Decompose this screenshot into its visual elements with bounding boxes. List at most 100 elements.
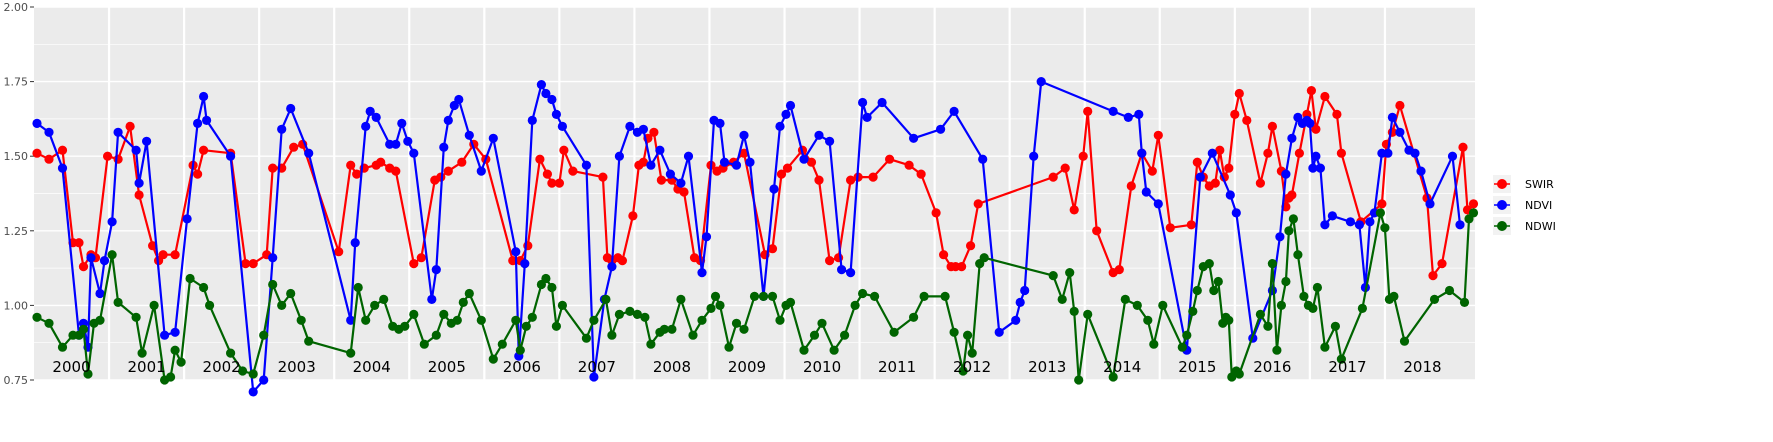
data-point <box>581 160 592 170</box>
data-point <box>1132 300 1142 310</box>
data-point <box>949 106 959 116</box>
data-point <box>1225 190 1235 200</box>
data-point <box>1114 265 1124 275</box>
data-point <box>371 112 381 122</box>
data-point <box>697 315 707 325</box>
data-point <box>1149 339 1159 349</box>
data-point <box>665 169 676 179</box>
data-point <box>1224 163 1234 173</box>
data-point <box>1204 259 1214 269</box>
data-point <box>1057 294 1067 304</box>
y-tick-label: 1.50 <box>4 150 29 163</box>
data-point <box>949 327 959 337</box>
data-point <box>1065 268 1075 278</box>
data-point <box>963 330 973 340</box>
data-point <box>44 318 54 328</box>
data-point <box>1308 163 1318 173</box>
y-tick-label: 0.75 <box>4 374 29 387</box>
data-point <box>1123 112 1133 122</box>
data-point <box>476 166 486 176</box>
data-point <box>1336 148 1346 158</box>
data-point <box>57 342 68 352</box>
data-point <box>1255 178 1265 188</box>
data-point <box>646 339 656 349</box>
data-point <box>1126 181 1136 191</box>
data-point <box>1320 91 1330 102</box>
data-point <box>1015 297 1025 307</box>
data-point <box>1048 172 1058 182</box>
data-point <box>688 330 698 340</box>
data-point <box>248 369 258 379</box>
data-point <box>1020 285 1030 296</box>
data-point <box>134 190 144 200</box>
data-point <box>940 291 950 301</box>
data-point <box>511 315 521 325</box>
data-point <box>350 238 360 248</box>
data-point <box>1255 309 1265 319</box>
data-point <box>1078 151 1088 161</box>
data-point <box>1287 190 1297 200</box>
data-point <box>1036 77 1046 87</box>
data-point <box>334 247 344 257</box>
data-point <box>497 339 507 349</box>
year-labels: 2000 2001 2002 2003 2004 2005 2006 2007 2008 2009… <box>52 358 1441 376</box>
data-point <box>1263 148 1273 158</box>
data-point <box>1399 336 1410 346</box>
data-point <box>1147 166 1157 176</box>
data-point <box>1192 157 1202 167</box>
year-label: 2011 <box>878 358 916 376</box>
data-point <box>870 291 880 301</box>
data-point <box>719 157 730 167</box>
data-point <box>78 262 89 272</box>
data-point <box>598 172 608 182</box>
data-point <box>107 250 117 260</box>
data-point <box>1312 282 1322 293</box>
data-point <box>137 348 147 358</box>
data-point <box>458 297 468 307</box>
data-point <box>391 139 401 149</box>
data-point <box>638 124 649 134</box>
data-point <box>409 148 419 158</box>
data-point <box>1294 148 1304 158</box>
data-point <box>1437 259 1447 269</box>
data-point <box>581 333 592 343</box>
data-point <box>1186 220 1196 230</box>
data-point <box>185 273 195 284</box>
data-point <box>427 294 437 304</box>
data-point <box>1468 208 1479 218</box>
year-label: 2008 <box>653 358 691 376</box>
data-point <box>697 268 707 278</box>
data-point <box>781 109 791 119</box>
data-point <box>1192 285 1202 296</box>
data-point <box>113 154 123 164</box>
year-label: 2016 <box>1253 358 1291 376</box>
data-point <box>439 142 449 152</box>
data-point <box>32 148 42 158</box>
data-point <box>78 324 89 334</box>
series-swir <box>32 86 1479 281</box>
data-point <box>1074 375 1084 385</box>
data-point <box>1387 112 1397 122</box>
data-point <box>511 247 521 257</box>
data-point <box>731 160 742 170</box>
data-point <box>365 106 375 116</box>
data-point <box>1287 133 1297 143</box>
data-point <box>601 294 611 304</box>
data-point <box>632 309 643 319</box>
data-point <box>769 184 779 194</box>
y-tick-label: 1.25 <box>4 225 29 238</box>
data-point <box>1215 145 1225 155</box>
data-point <box>1320 220 1330 230</box>
data-point <box>559 145 569 155</box>
data-point <box>936 124 946 134</box>
year-label: 2015 <box>1178 358 1216 376</box>
legend-marker <box>1497 221 1507 231</box>
data-point <box>346 160 356 170</box>
data-point <box>1284 226 1294 236</box>
data-point <box>268 163 278 173</box>
data-point <box>352 169 362 179</box>
data-point <box>416 253 426 263</box>
data-point <box>676 294 686 304</box>
data-point <box>607 262 617 272</box>
data-point <box>1210 178 1220 188</box>
